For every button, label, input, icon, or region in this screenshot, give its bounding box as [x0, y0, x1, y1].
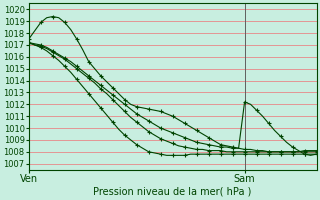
X-axis label: Pression niveau de la mer( hPa ): Pression niveau de la mer( hPa )	[93, 187, 252, 197]
